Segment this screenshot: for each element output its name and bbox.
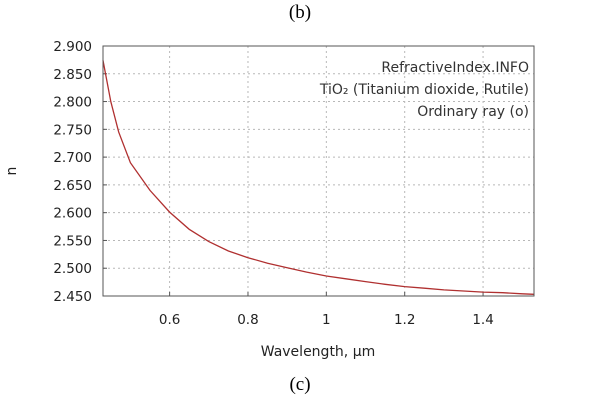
y-tick-label: 2.500 <box>53 261 92 277</box>
annotation-line: Ordinary ray (o) <box>417 104 529 120</box>
y-tick-label: 2.750 <box>53 122 92 138</box>
annotations: RefractiveIndex.INFO TiO₂ (Titanium dioxi… <box>319 60 529 120</box>
x-tick-label: 1.2 <box>394 312 415 328</box>
figure-label-top: (b) <box>288 2 312 23</box>
x-tick-label: 1 <box>322 312 331 328</box>
y-tick-label: 2.650 <box>53 178 92 194</box>
y-tick-labels: 2.450 2.500 2.550 2.600 2.650 2.700 2.750 2.800… <box>53 39 92 305</box>
y-tick-label: 2.900 <box>53 39 92 55</box>
plot-background <box>103 46 534 296</box>
grid-lines <box>103 45 534 297</box>
x-tick-label: 1.4 <box>472 312 493 328</box>
y-tick-label: 2.600 <box>53 206 92 222</box>
annotation-line: TiO₂ (Titanium dioxide, Rutile) <box>319 82 529 98</box>
figure-label-bottom: (c) <box>289 374 311 395</box>
x-tick-label: 0.8 <box>237 312 258 328</box>
x-tick-labels: 0.6 0.8 1 1.2 1.4 <box>159 312 494 328</box>
y-tick-label: 2.700 <box>53 150 92 166</box>
x-tick-label: 0.6 <box>159 312 180 328</box>
annotation-line: RefractiveIndex.INFO <box>381 60 529 76</box>
y-tick-label: 2.450 <box>53 289 92 305</box>
y-tick-label: 2.800 <box>53 95 92 111</box>
y-tick-label: 2.850 <box>53 67 92 83</box>
y-tick-label: 2.550 <box>53 233 92 249</box>
plot-frame <box>102 45 535 297</box>
series-line <box>102 60 535 295</box>
x-axis-label: Wavelength, µm <box>261 344 376 360</box>
y-axis-label: n <box>4 167 20 176</box>
